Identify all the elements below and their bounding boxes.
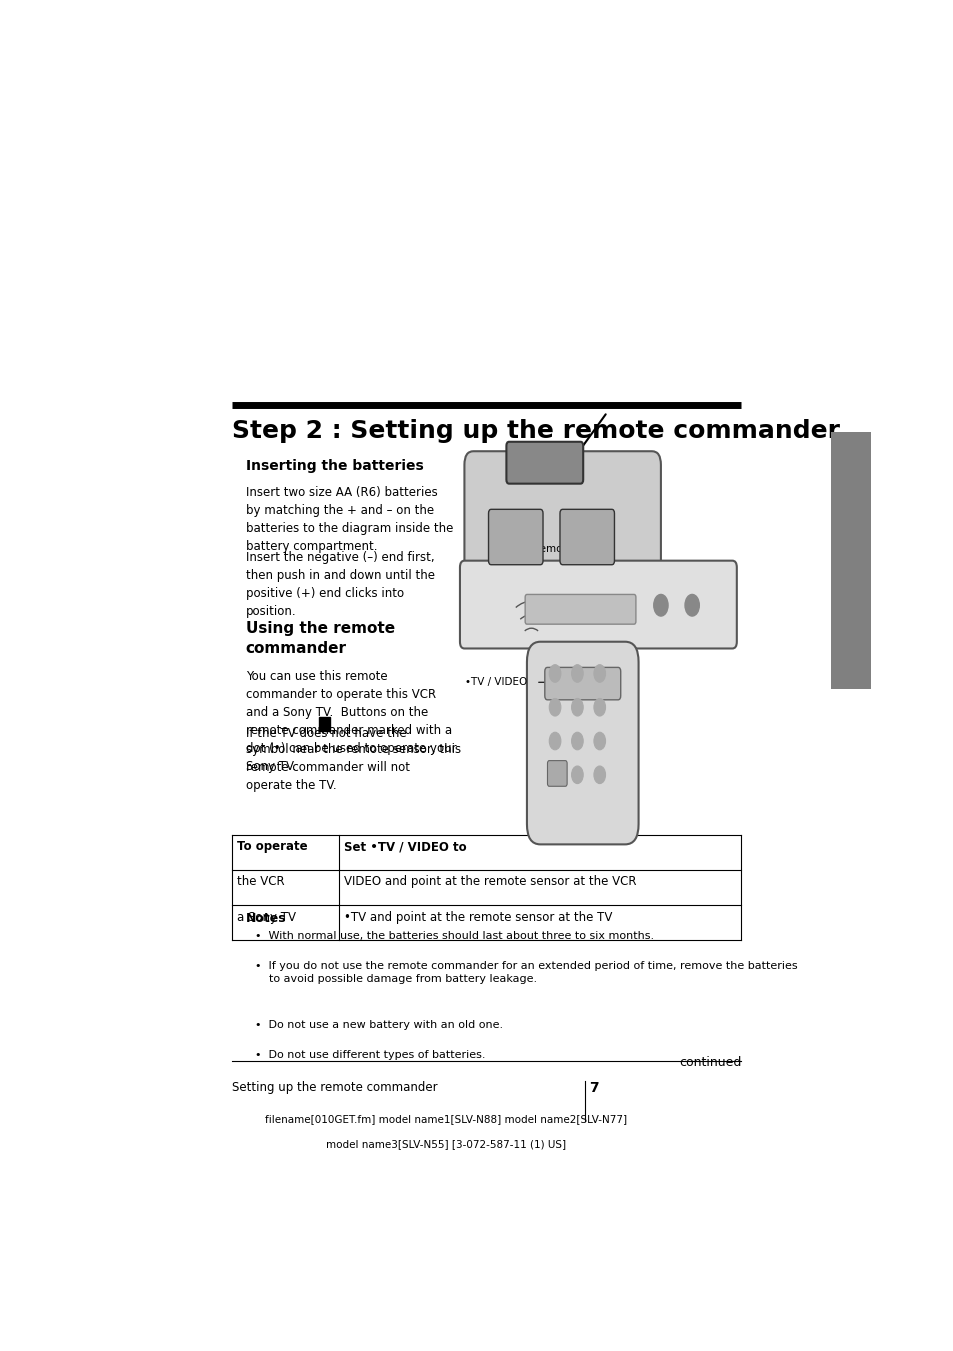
Circle shape — [594, 698, 605, 716]
Text: Inserting the batteries: Inserting the batteries — [245, 459, 423, 473]
FancyBboxPatch shape — [459, 561, 736, 648]
Text: continued: continued — [679, 1056, 740, 1070]
Text: symbol near the remote sensor, this
remote commander will not
operate the TV.: symbol near the remote sensor, this remo… — [245, 743, 460, 792]
Text: •  Do not use different types of batteries.: • Do not use different types of batterie… — [254, 1050, 484, 1059]
Bar — [232, 835, 740, 870]
FancyBboxPatch shape — [547, 761, 566, 786]
Text: •  If you do not use the remote commander for an extended period of time, remove: • If you do not use the remote commander… — [254, 961, 797, 984]
Text: Insert two size AA (R6) batteries
by matching the + and – on the
batteries to th: Insert two size AA (R6) batteries by mat… — [245, 486, 453, 554]
Text: Setting up the remote commander: Setting up the remote commander — [232, 1081, 437, 1094]
Circle shape — [684, 594, 699, 616]
FancyBboxPatch shape — [488, 509, 542, 565]
FancyBboxPatch shape — [524, 594, 636, 624]
Text: the VCR: the VCR — [236, 875, 284, 889]
Text: •  Do not use a new battery with an old one.: • Do not use a new battery with an old o… — [254, 1020, 502, 1029]
Text: Insert the negative (–) end first,
then push in and down until the
positive (+) : Insert the negative (–) end first, then … — [245, 551, 435, 619]
Circle shape — [571, 665, 582, 682]
Circle shape — [571, 766, 582, 784]
Circle shape — [594, 665, 605, 682]
Circle shape — [653, 594, 667, 616]
FancyBboxPatch shape — [544, 667, 620, 700]
Text: Step 2 : Setting up the remote commander: Step 2 : Setting up the remote commander — [232, 419, 840, 443]
Text: If the TV does not have the: If the TV does not have the — [245, 727, 406, 740]
Circle shape — [594, 766, 605, 784]
Text: filename[010GET.fm] model name1[SLV-N88] model name2[SLV-N77]: filename[010GET.fm] model name1[SLV-N88]… — [265, 1115, 627, 1124]
Bar — [318, 717, 329, 731]
Text: •TV and point at the remote sensor at the TV: •TV and point at the remote sensor at th… — [343, 911, 612, 924]
FancyBboxPatch shape — [506, 442, 582, 484]
Text: You can use this remote
commander to operate this VCR
and a Sony TV.  Buttons on: You can use this remote commander to ope… — [245, 670, 456, 773]
Circle shape — [594, 732, 605, 750]
Text: Remote sensor: Remote sensor — [532, 544, 610, 554]
Text: VIDEO and point at the remote sensor at the VCR: VIDEO and point at the remote sensor at … — [343, 875, 636, 889]
FancyBboxPatch shape — [464, 451, 660, 601]
Text: Getting Started: Getting Started — [844, 512, 854, 609]
Circle shape — [549, 698, 560, 716]
Text: Using the remote
commander: Using the remote commander — [245, 621, 395, 657]
Circle shape — [549, 732, 560, 750]
Text: To operate: To operate — [236, 840, 307, 854]
Text: model name3[SLV-N55] [3-072-587-11 (1) US]: model name3[SLV-N55] [3-072-587-11 (1) U… — [326, 1139, 566, 1148]
Text: Set •TV / VIDEO to: Set •TV / VIDEO to — [343, 840, 466, 854]
FancyBboxPatch shape — [526, 642, 638, 844]
Circle shape — [571, 732, 582, 750]
Text: 7: 7 — [589, 1081, 598, 1094]
Text: Notes: Notes — [245, 912, 286, 925]
Circle shape — [571, 698, 582, 716]
Text: •  With normal use, the batteries should last about three to six months.: • With normal use, the batteries should … — [254, 931, 653, 940]
FancyBboxPatch shape — [830, 432, 870, 689]
Circle shape — [549, 665, 560, 682]
Text: •TV / VIDEO: •TV / VIDEO — [464, 677, 526, 688]
FancyBboxPatch shape — [559, 509, 614, 565]
Text: a Sony TV: a Sony TV — [236, 911, 295, 924]
